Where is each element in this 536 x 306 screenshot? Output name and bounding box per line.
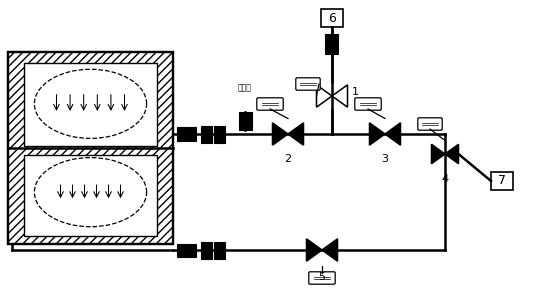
Polygon shape (288, 123, 303, 145)
Polygon shape (431, 144, 445, 164)
Text: 7: 7 (498, 174, 506, 188)
Bar (8, 52, 173, 244)
Polygon shape (445, 144, 458, 164)
Text: 2: 2 (285, 154, 292, 164)
FancyBboxPatch shape (309, 272, 335, 284)
Polygon shape (272, 123, 288, 145)
Bar (325, 34, 339, 54)
Bar (214, 125, 226, 143)
Text: 1: 1 (352, 87, 359, 97)
Text: 5: 5 (318, 272, 325, 282)
FancyBboxPatch shape (257, 98, 283, 110)
Bar (491, 172, 513, 190)
Bar (239, 112, 251, 130)
Bar (176, 128, 185, 140)
Text: 3: 3 (382, 154, 389, 164)
Text: 4: 4 (442, 174, 449, 184)
Polygon shape (307, 239, 322, 261)
Bar (8, 52, 173, 244)
Bar (188, 128, 197, 140)
Text: 放气口: 放气口 (238, 83, 252, 92)
Bar (24, 155, 157, 236)
FancyBboxPatch shape (355, 98, 381, 110)
Bar (321, 9, 343, 27)
Polygon shape (332, 85, 347, 107)
Polygon shape (322, 239, 338, 261)
Bar (214, 241, 226, 259)
Text: 6: 6 (328, 12, 336, 24)
FancyBboxPatch shape (418, 118, 442, 130)
Bar (202, 241, 212, 259)
Bar (176, 244, 185, 256)
Polygon shape (369, 123, 385, 145)
Polygon shape (385, 123, 400, 145)
FancyBboxPatch shape (296, 78, 320, 90)
Polygon shape (316, 85, 332, 107)
Bar (188, 244, 197, 256)
Bar (24, 63, 157, 146)
Bar (202, 125, 212, 143)
